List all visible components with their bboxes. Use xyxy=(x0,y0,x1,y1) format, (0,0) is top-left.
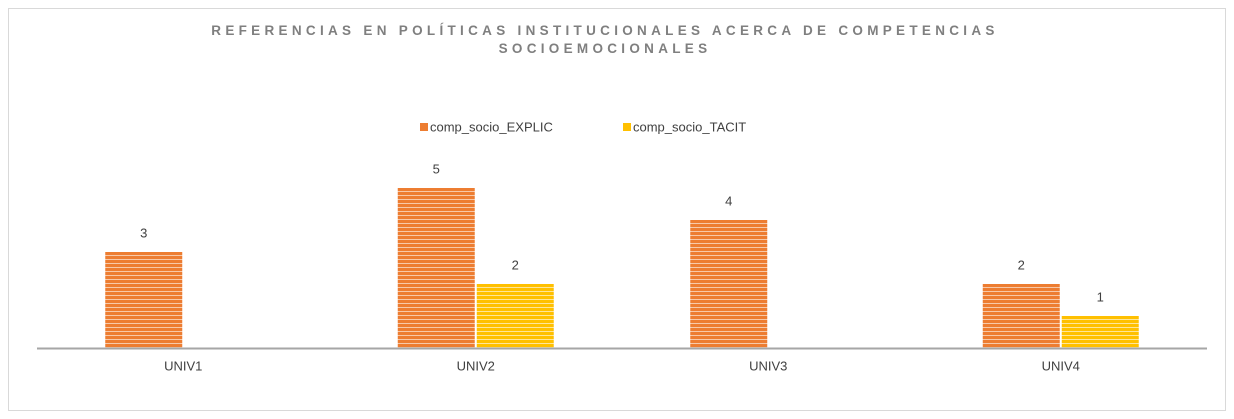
data-label: 5 xyxy=(433,161,440,176)
data-label: 1 xyxy=(1097,289,1104,304)
x-tick-label: UNIV2 xyxy=(457,358,495,373)
bar xyxy=(1061,316,1139,348)
legend-label: comp_socio_TACIT xyxy=(633,119,746,134)
legend-swatch xyxy=(623,123,631,131)
bar xyxy=(105,252,183,348)
x-tick-label: UNIV3 xyxy=(749,358,787,373)
x-tick-label: UNIV1 xyxy=(164,358,202,373)
chart-title: REFERENCIAS EN POLÍTICAS INSTITUCIONALES… xyxy=(211,23,999,56)
x-tick-label: UNIV4 xyxy=(1042,358,1080,373)
legend-swatch xyxy=(420,123,428,131)
bar xyxy=(476,284,554,348)
data-label: 2 xyxy=(512,257,519,272)
data-label: 3 xyxy=(140,225,147,240)
bar xyxy=(982,284,1060,348)
data-label: 2 xyxy=(1018,257,1025,272)
chart-border xyxy=(8,8,1226,411)
bar xyxy=(690,220,768,348)
data-label: 4 xyxy=(725,193,732,208)
legend-label: comp_socio_EXPLIC xyxy=(430,119,553,134)
bar xyxy=(397,188,475,348)
